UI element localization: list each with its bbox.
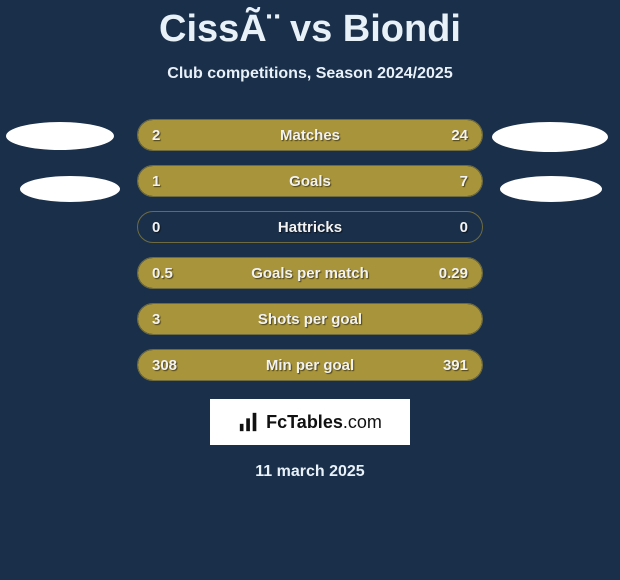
stat-label: Hattricks [138,212,482,243]
decorative-ellipse [492,122,608,152]
page-title: CissÃ¨ vs Biondi [0,0,620,51]
decorative-ellipse [500,176,602,202]
stat-row: 3Shots per goal [137,303,483,335]
decorative-ellipse [20,176,120,202]
stat-row: 0.50.29Goals per match [137,257,483,289]
logo-text: FcTables.com [266,412,382,433]
stat-row: 224Matches [137,119,483,151]
stat-label: Shots per goal [138,304,482,335]
stat-label: Goals per match [138,258,482,289]
fctables-logo: FcTables.com [210,399,410,445]
stat-row: 308391Min per goal [137,349,483,381]
page-subtitle: Club competitions, Season 2024/2025 [0,65,620,83]
stat-label: Min per goal [138,350,482,381]
logo-text-light: .com [343,412,382,432]
date-label: 11 march 2025 [0,463,620,481]
bars-icon [238,411,260,433]
decorative-ellipse [6,122,114,150]
stat-label: Matches [138,120,482,151]
stat-row: 00Hattricks [137,211,483,243]
stat-label: Goals [138,166,482,197]
stats-container: 224Matches 17Goals 00Hattricks 0.50.29Goals… [0,119,620,381]
logo-text-bold: FcTables [266,412,343,432]
stat-row: 17Goals [137,165,483,197]
